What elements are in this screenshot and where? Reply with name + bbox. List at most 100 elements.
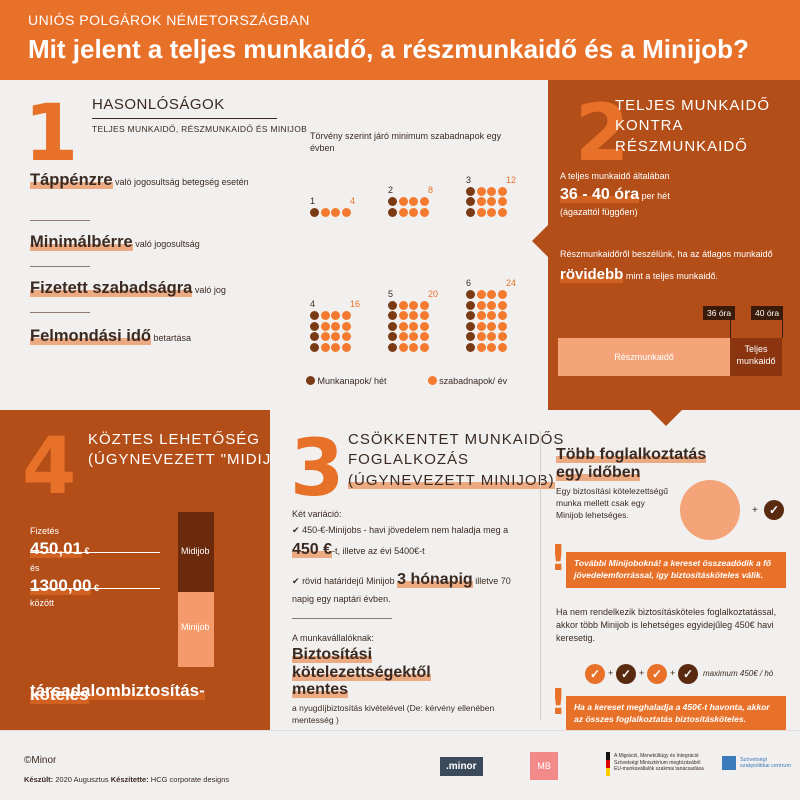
title-line: (ÚGYNEVEZETT "MIDIJOB") xyxy=(88,451,308,469)
euro-sign: € xyxy=(84,545,90,556)
legend-label-work: Munkanapok/ hét xyxy=(317,376,387,386)
value-upper: 1300,00 xyxy=(30,575,92,595)
tag-36-hours: 36 óra xyxy=(703,306,736,320)
section-number-2: 2 xyxy=(575,89,630,179)
variation-2: ✔ rövid határidejű Minijob 3 hónapig ill… xyxy=(292,568,520,607)
similarity-rest: való jogosultság betegség esetén xyxy=(115,177,249,187)
pointer-line xyxy=(30,552,160,553)
label-minijob: Minijob xyxy=(181,622,210,632)
label: és xyxy=(30,563,40,574)
policy-center-logo: Szövetségi szakpolitikai centrum xyxy=(740,757,792,769)
title-line: KONTRA RÉSZMUNKAIDŐ xyxy=(615,117,748,155)
check-circle-icon: ✓ xyxy=(678,664,698,684)
legend-label-free: szabadnapok/ év xyxy=(439,376,508,386)
worker-label: A munkavállalóknak: xyxy=(292,633,375,643)
plus-icon: + xyxy=(670,668,676,678)
divider xyxy=(30,266,90,267)
variations-label: Két variáció: xyxy=(292,509,342,519)
max-label: maximum 450€ / hó xyxy=(703,669,774,678)
one-minijob-text: Egy biztosítási kötelezettségű munka mel… xyxy=(556,486,668,520)
text-line: 450-€-Minijobs - havi jövedelem nem hala… xyxy=(302,525,509,535)
text-line: Biztosítási xyxy=(292,646,373,663)
title-line: (ÚGYNEVEZETT MINIJOB) xyxy=(348,471,555,489)
title-line: CSÖKKENTET MUNKAIDŐS xyxy=(348,431,565,448)
section-title-similarities: HASONLÓSÁGOK xyxy=(92,96,225,113)
text-line: mentes xyxy=(292,681,349,699)
multiple-minijob-text: Ha nem rendelkezik biztosításköteles fog… xyxy=(556,607,777,644)
column-divider xyxy=(540,430,541,720)
similarity-item: Felmondási idő betartása xyxy=(30,326,260,347)
salary-range: Fizetés 450,01 € és 1300,00 € között xyxy=(30,526,99,609)
similarity-bold: Minimálbérre xyxy=(30,233,133,251)
bar-part-time: Részmunkaidő xyxy=(558,338,730,376)
text-line: kötelezettségektől xyxy=(292,663,431,681)
title-line: KÖZTES LEHETŐSÉG xyxy=(88,431,260,448)
note-line: köteles xyxy=(30,685,89,705)
header-banner xyxy=(0,0,800,80)
legend-swatch-work xyxy=(306,376,315,385)
chart-legend: Munkanapok/ hét szabadnapok/ év xyxy=(306,375,507,386)
credit-value: HCG corporate designs xyxy=(150,775,230,784)
minor-logo: .minor xyxy=(440,757,483,776)
mb-logo: MB xyxy=(530,752,558,780)
check-icon: ✔ xyxy=(292,576,300,586)
credit-value: 2020 Augusztus xyxy=(55,775,109,784)
check-circle-icon: ✓ xyxy=(585,664,605,684)
divider xyxy=(30,220,90,221)
section-title-midijob: KÖZTES LEHETŐSÉG (ÚGYNEVEZETT "MIDIJOB") xyxy=(88,430,307,471)
chart-title: Törvény szerint járó minimum szabadnapok… xyxy=(310,131,502,154)
similarity-item: Fizetett szabadságra való jog xyxy=(30,278,260,299)
similarity-bold: Táppénzre xyxy=(30,171,113,189)
text-line: rövid határidejű Minijob xyxy=(302,576,395,586)
warning-box-2: Ha a kereset meghaladja a 450€-t havonta… xyxy=(566,696,786,732)
insurance-note: társadalombiztosítás- köteles xyxy=(30,680,205,723)
marker-line xyxy=(730,320,731,338)
text-line: Részmunkaidőről beszélünk, ha az átlagos… xyxy=(560,249,773,259)
section-title-minijob: CSÖKKENTET MUNKAIDŐS FOGLALKOZÁS (ÚGYNEV… xyxy=(348,430,564,491)
pension-note: a nyugdíjbiztosítás kivételével (De: kér… xyxy=(292,703,495,726)
legend-swatch-free xyxy=(427,376,437,385)
main-job-circle xyxy=(680,480,740,540)
note-line: társadalombiztosítás- xyxy=(30,681,205,700)
header-kicker: UNIÓS POLGÁROK NÉMETORSZÁGBAN xyxy=(28,12,310,28)
copyright: ©Minor xyxy=(24,755,57,766)
text-line: illetve 70 napig egy naptári évben. xyxy=(292,576,511,604)
check-circle-icon: ✓ xyxy=(616,664,636,684)
footer xyxy=(0,730,800,800)
variation-1: ✔ 450-€-Minijobs - havi jövedelem nem ha… xyxy=(292,524,520,563)
full-time-text: A teljes munkaidő általában 36 - 40 óra … xyxy=(560,170,780,219)
divider xyxy=(30,312,90,313)
text-line: egy időben xyxy=(556,464,641,482)
similarity-rest: való jogosultság xyxy=(135,239,200,249)
hours-highlight: 36 - 40 óra xyxy=(560,186,640,204)
arrow-pointer xyxy=(650,410,682,426)
text-line: per hét xyxy=(641,191,670,202)
insurance-exempt: Biztosítási kötelezettségektől mentes xyxy=(292,646,431,699)
bar-midijob xyxy=(178,512,214,592)
text-line: Több foglalkoztatás xyxy=(556,446,707,463)
section-similarities xyxy=(0,80,548,410)
warning-icon: ! xyxy=(550,682,567,723)
check-circle-icon: ✓ xyxy=(647,664,667,684)
warning-box-1: További Minijobokná! a kereset összeadód… xyxy=(566,552,786,588)
title-line: TELJES MUNKAIDŐ xyxy=(615,97,771,114)
part-time-text: Részmunkaidőről beszélünk, ha az átlagos… xyxy=(560,247,785,288)
warning-icon: ! xyxy=(550,538,567,579)
text-line: mint a teljes munkaidő. xyxy=(625,271,718,282)
text-line: -t, illetve az évi 5400€-t xyxy=(332,545,425,556)
credit-label: Készült: xyxy=(24,775,54,784)
page-title: Mit jelent a teljes munkaidő, a részmunk… xyxy=(28,34,749,64)
calculation-row: ✓ + ✓ + ✓ + ✓ maximum 450€ / hó xyxy=(585,664,785,688)
plus-icon: + xyxy=(639,668,645,678)
bar-full-time: Teljes munkaidő xyxy=(730,338,782,376)
duration-highlight: 3 hónapig xyxy=(397,571,473,588)
label: Fizetés xyxy=(30,526,60,536)
tag-40-hours: 40 óra xyxy=(751,306,784,320)
logo-line: A Migráció, Menekültügy és Integráció xyxy=(614,753,699,759)
logo-line: EU-munkavállalók szakmai tanácsadása xyxy=(614,766,704,772)
section-number-1: 1 xyxy=(24,89,79,179)
title-line: FOGLALKOZÁS xyxy=(348,451,470,469)
policy-center-icon xyxy=(722,756,736,770)
pointer-line xyxy=(30,588,160,589)
section-midijob xyxy=(0,410,270,730)
